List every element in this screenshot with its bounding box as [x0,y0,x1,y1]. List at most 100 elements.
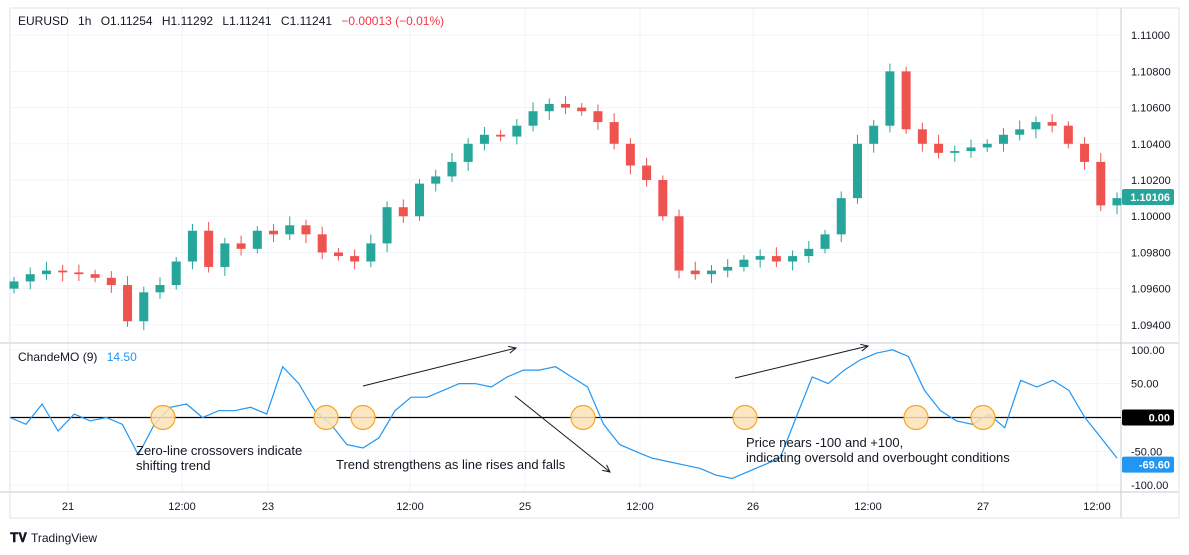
candle-body [512,125,522,137]
osc-value-tag-bg [1122,456,1174,473]
candle-body [333,252,343,257]
candle-body [41,270,51,275]
price-tick-label: 1.11000 [1131,30,1170,42]
price-tick-label: 1.10000 [1131,211,1171,223]
osc-tick-label: -50.00 [1131,446,1162,458]
candle-body [804,248,814,257]
candle-body [9,281,19,289]
candle-body [382,207,392,244]
crossover-markers [150,404,996,431]
candle-body [593,111,603,123]
time-tick-label: 25 [519,501,531,513]
candle-body [90,274,100,278]
candle-body [577,107,587,112]
candle-body [204,230,214,267]
ohlc-low: L1.11241 [222,14,272,28]
time-tick-label: 26 [747,501,759,513]
tradingview-brand[interactable]: 𝐓𝐕 TradingView [10,530,97,546]
candle-body [58,270,68,273]
candle-body [74,272,84,275]
candle-body [252,230,262,249]
annotation-trend: Trend strengthens as line rises and fall… [336,457,565,472]
time-tick-label: 21 [62,501,74,513]
time-tick-label: 23 [262,501,274,513]
ohlc-high: H1.11292 [161,14,214,28]
annotation-extremes: Price nears -100 and +100, indicating ov… [746,435,1010,465]
time-tick-label: 12:00 [1083,501,1111,513]
symbol-name[interactable]: EURUSD [18,14,69,28]
symbol-header: EURUSD 1h O1.11254 H1.11292 L1.11241 C1.… [18,14,450,28]
candle-body [269,230,279,235]
brand-label: TradingView [31,531,98,545]
price-axis: 1.11000 1.10800 1.10600 1.10400 1.10200 1.100… [1131,30,1171,332]
price-tick-label: 1.09800 [1131,247,1171,259]
timeframe[interactable]: 1h [78,14,92,28]
candle-body [317,234,327,253]
candle-body [901,71,911,130]
candle-body [25,274,35,282]
osc-tick-label: -100.00 [1131,480,1168,492]
candle-body [998,134,1008,144]
crossover-marker [903,404,929,431]
candle-body [625,143,635,166]
candle-body [431,176,441,184]
candle-body [187,230,197,262]
candle-body [609,122,619,144]
price-tick-label: 1.10600 [1131,103,1171,115]
candle-body [771,256,781,262]
oscillator-header[interactable]: ChandeMO (9) 14.50 [18,350,137,364]
candle-body [982,143,992,148]
annotation-arrow [514,395,611,473]
candle-body [755,256,765,260]
candle-body [301,225,311,235]
candle-body [544,103,554,112]
candle-body [1080,143,1090,162]
candle-body [171,261,181,286]
annotation-text: shifting trend [136,458,211,473]
zero-value-tag-bg [1122,409,1174,426]
candle-body [1031,122,1041,130]
annotation-arrowhead [508,345,518,354]
osc-tick-label: 50.00 [1131,379,1159,391]
candle-body [155,285,165,293]
candle-body [658,180,668,217]
osc-tick-label: 100.00 [1131,345,1165,357]
last-price-tag-bg [1122,189,1174,206]
candle-body [966,147,976,152]
crossover-marker [150,404,176,431]
time-tick-label: 12:00 [626,501,654,513]
price-tick-label: 1.10200 [1131,175,1171,187]
price-tick-label: 1.10800 [1131,66,1171,78]
time-axis: 21 12:00 23 12:00 25 12:00 26 12:00 27 12:00 [62,501,1111,513]
candle-body [350,256,360,262]
candle-body [1015,129,1025,135]
oscillator-value: 14.50 [106,350,137,364]
time-tick-label: 12:00 [396,501,424,513]
candle-body [139,292,149,322]
oscillator-name: ChandeMO (9) [18,350,98,364]
osc-axis: 100.00 50.00 -50.00 -100.00 [1131,345,1168,492]
ohlc-close: C1.11241 [280,14,333,28]
candle-body [917,129,927,144]
candle-body [528,111,538,126]
candle-body [366,243,376,262]
annotation-text: Price nears -100 and +100, [746,435,904,450]
chande-series-line [9,349,1118,480]
last-price-tag: 1.10106 [1130,192,1170,204]
chart-frame [9,7,1180,519]
osc-line [9,349,1118,480]
annotation-text: indicating oversold and overbought condi… [746,450,1010,465]
crossover-marker [970,404,996,431]
candle-body [820,234,830,249]
tradingview-logo-icon: 𝐓𝐕 [10,530,27,545]
candle-body [1047,122,1057,126]
candle-body [674,216,684,271]
annotation-arrow [734,345,869,379]
annotation-arrowhead [860,343,870,352]
candle-body [463,143,473,162]
candle-body [706,270,716,275]
candle-body [220,243,230,267]
candle-body [415,183,425,217]
candle-body [1063,125,1073,144]
